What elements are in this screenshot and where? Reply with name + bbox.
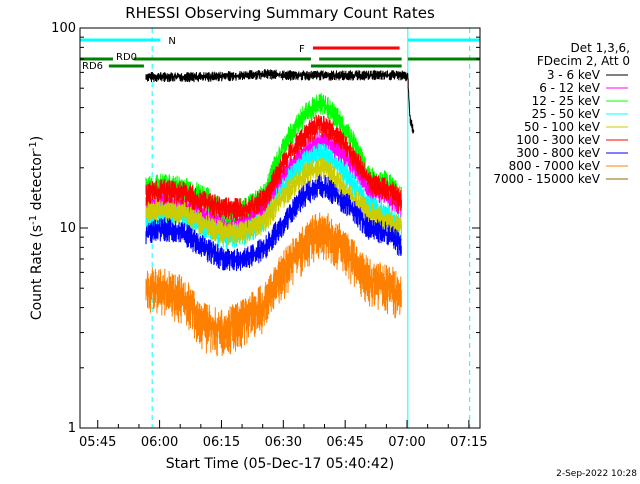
y-label-part-1: Count Rate (s [29, 225, 45, 320]
segment-bar-label: RD0 [116, 52, 137, 63]
legend-label: 12 - 25 keV [532, 94, 601, 108]
y-tick-label: 10 [59, 221, 76, 236]
legend-label: 6 - 12 keV [539, 81, 601, 95]
x-axis-label: Start Time (05-Dec-17 05:40:42) [166, 456, 394, 472]
series-line [145, 212, 402, 357]
y-axis-label: Count Rate (s-1 detector-1) [28, 136, 45, 320]
x-tick-label: 07:00 [388, 435, 425, 450]
segment-bars: N F RD0 RD6 [80, 36, 480, 72]
legend-label: 25 - 50 keV [532, 107, 601, 121]
x-tick-label: 05:45 [79, 435, 116, 450]
segment-bar-label: RD6 [82, 61, 103, 72]
chart-title: RHESSI Observing Summary Count Rates [125, 4, 435, 22]
legend-label: 300 - 800 keV [516, 146, 600, 160]
y-label-part-2: detector [29, 151, 45, 215]
y-tick-label: 100 [51, 21, 76, 36]
segment-bar-label: F [299, 44, 305, 55]
y-label-part-3: ) [29, 136, 45, 141]
legend-header-2: FDecim 2, Att 0 [537, 54, 630, 68]
axes: 05:45 06:00 06:15 06:30 06:45 07:00 07:15 100 10… [51, 21, 487, 450]
x-tick-label: 06:45 [326, 435, 363, 450]
x-tick-label: 07:15 [450, 435, 487, 450]
legend-label: 100 - 300 keV [516, 133, 600, 147]
x-tick-label: 06:00 [141, 435, 178, 450]
segment-bar-label: N [168, 36, 175, 47]
series-line [145, 69, 415, 134]
legend-label: 3 - 6 keV [547, 68, 601, 82]
y-label-sup-1: -1 [28, 215, 39, 225]
x-tick-label: 06:15 [203, 435, 240, 450]
series-line [145, 157, 402, 246]
series-line [145, 114, 402, 221]
series-group [145, 69, 415, 357]
x-tick-label: 06:30 [265, 435, 302, 450]
legend-label: 50 - 100 keV [524, 120, 601, 134]
y-tick-label: 1 [68, 421, 76, 436]
series-line [145, 174, 402, 272]
footer-date: 2-Sep-2022 10:28 [556, 469, 637, 479]
y-label-sup-2: -1 [28, 141, 39, 151]
legend-header-1: Det 1,3,6, [571, 41, 631, 55]
legend-label: 800 - 7000 keV [509, 159, 601, 173]
legend-label: 7000 - 15000 keV [493, 172, 600, 186]
